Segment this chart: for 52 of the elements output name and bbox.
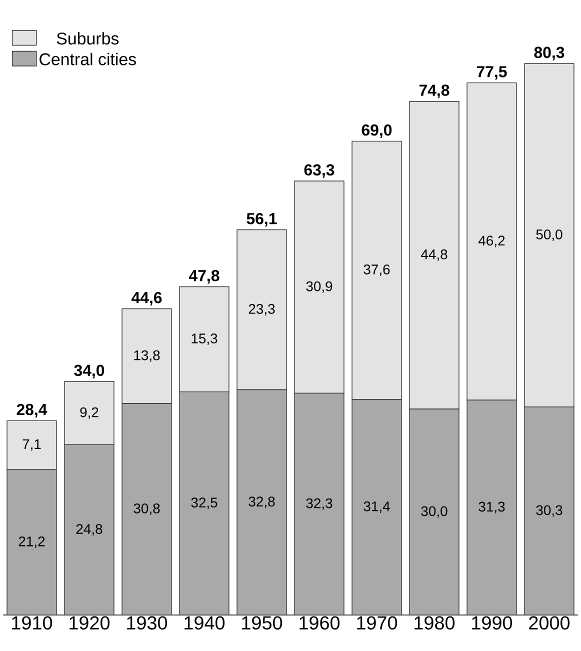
x-tick-label: 2000 xyxy=(529,616,570,630)
x-tick-label: 1940 xyxy=(184,616,225,630)
data-label: 30,8 xyxy=(134,503,160,516)
data-label: 50,0 xyxy=(536,229,562,242)
bar xyxy=(352,399,402,615)
bar xyxy=(6,469,57,615)
total-label: 69,0 xyxy=(362,124,392,138)
x-tick-label: 1910 xyxy=(12,616,52,630)
x-tick-label: 1980 xyxy=(414,616,455,630)
data-label: 37,6 xyxy=(364,264,390,276)
data-label: 7,1 xyxy=(22,439,41,451)
total-label: 44,6 xyxy=(131,292,162,306)
data-label: 31,4 xyxy=(364,501,390,513)
data-label: 24,8 xyxy=(76,524,102,536)
total-label: 47,8 xyxy=(188,270,220,284)
bar xyxy=(122,403,172,615)
data-label: 32,5 xyxy=(191,498,218,510)
total-label: 34,0 xyxy=(74,364,104,378)
data-label: 32,8 xyxy=(248,496,275,508)
x-tick-label: 1990 xyxy=(472,616,512,630)
bar xyxy=(294,392,344,615)
total-label: 63,3 xyxy=(304,164,334,178)
data-label: 44,8 xyxy=(420,249,448,261)
data-label: 15,3 xyxy=(192,334,218,346)
data-label: 9,2 xyxy=(80,407,98,419)
data-label: 31,3 xyxy=(478,502,505,514)
data-label: 46,2 xyxy=(478,236,505,248)
x-tick-label: 1930 xyxy=(127,616,168,630)
x-tick-label: 1920 xyxy=(70,616,110,630)
bar xyxy=(64,444,114,615)
total-label: 74,8 xyxy=(419,84,450,98)
total-label: 56,1 xyxy=(246,212,277,227)
total-label: 77,5 xyxy=(476,66,507,80)
data-label: 21,2 xyxy=(18,536,45,548)
bar xyxy=(409,408,460,615)
data-label: 23,3 xyxy=(248,304,275,316)
legend-label: Central cities xyxy=(40,52,136,66)
data-label: 30,3 xyxy=(536,505,562,517)
bar xyxy=(524,406,574,615)
x-tick-label: 1960 xyxy=(300,616,340,630)
total-label: 28,4 xyxy=(16,404,48,418)
bar xyxy=(179,391,230,615)
data-label: 30,0 xyxy=(421,506,448,518)
data-label: 32,3 xyxy=(306,498,332,510)
x-tick-label: 1970 xyxy=(357,616,398,630)
bar xyxy=(236,389,287,615)
data-label: 13,8 xyxy=(134,350,160,362)
bar xyxy=(466,400,517,615)
legend-label: Suburbs xyxy=(56,32,119,45)
x-tick-label: 1950 xyxy=(242,616,282,630)
data-label: 30,9 xyxy=(306,281,332,293)
total-label: 80,3 xyxy=(534,46,564,60)
